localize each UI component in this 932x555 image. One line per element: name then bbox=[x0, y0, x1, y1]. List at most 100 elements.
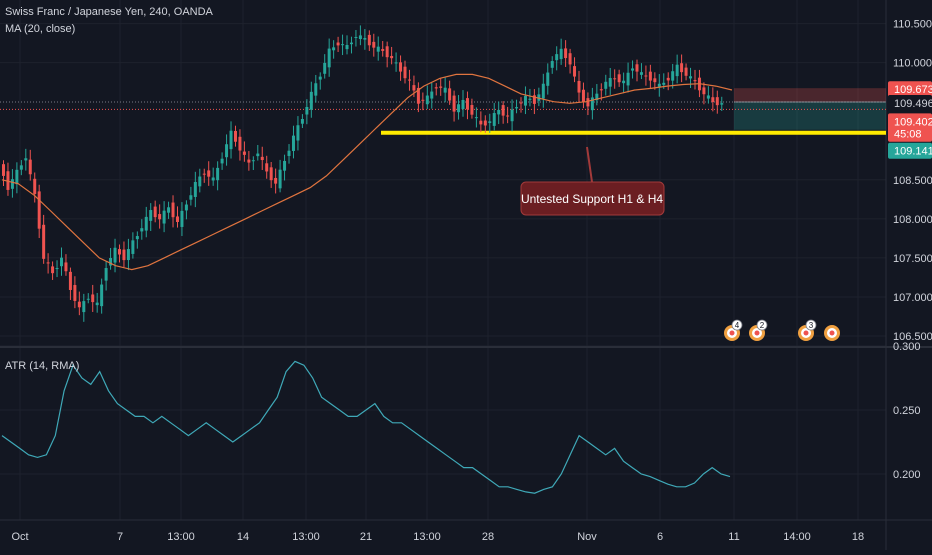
candle-body bbox=[37, 191, 41, 229]
candle-body bbox=[251, 160, 255, 162]
candle-body bbox=[113, 247, 117, 263]
candle-body bbox=[229, 130, 233, 150]
candle-body bbox=[33, 178, 37, 194]
candle-body bbox=[635, 64, 639, 72]
event-marker-count: 2 bbox=[760, 321, 765, 330]
candle-body bbox=[564, 48, 568, 59]
candle-body bbox=[675, 64, 679, 77]
price-badge-label: 109.141 bbox=[894, 146, 932, 158]
candle-body bbox=[55, 268, 59, 270]
candle-body bbox=[10, 179, 14, 189]
candle-body bbox=[144, 216, 148, 231]
candle-body bbox=[448, 88, 452, 101]
candle-body bbox=[506, 115, 510, 117]
candle-body bbox=[291, 135, 295, 151]
candle-body bbox=[167, 207, 171, 213]
candle-body bbox=[586, 98, 590, 107]
annotation-callout: Untested Support H1 & H4 bbox=[520, 146, 665, 216]
candle-body bbox=[336, 42, 340, 46]
candle-body bbox=[425, 95, 429, 105]
candle-body bbox=[657, 83, 661, 87]
atr-legend: ATR (14, RMA) bbox=[5, 360, 80, 372]
candle-body bbox=[412, 85, 416, 91]
candle-body bbox=[287, 150, 291, 156]
event-marker: 3 bbox=[798, 319, 817, 341]
event-marker-count-bg bbox=[805, 319, 817, 331]
time-axis-label: 7 bbox=[117, 531, 123, 543]
candle-body bbox=[385, 46, 389, 58]
price-badge-label: 109.496 bbox=[894, 98, 932, 110]
event-marker-count: 3 bbox=[809, 321, 814, 330]
candle-body bbox=[573, 66, 577, 77]
candle-body bbox=[91, 294, 95, 303]
candle-body bbox=[46, 262, 50, 264]
candle-body bbox=[399, 62, 403, 72]
candle-body bbox=[341, 44, 345, 46]
ma-line bbox=[1, 73, 733, 271]
candle-body bbox=[42, 224, 46, 259]
price-badge: 109.673 bbox=[888, 81, 932, 98]
price-axis-label: 106.500 bbox=[893, 331, 932, 343]
candle-body bbox=[631, 68, 635, 71]
stop-zone bbox=[734, 88, 886, 103]
candle-body bbox=[452, 95, 456, 112]
candle-body bbox=[24, 158, 28, 161]
candle-body bbox=[497, 109, 501, 115]
candle-body bbox=[523, 95, 527, 106]
candle-body bbox=[51, 266, 55, 274]
candle-body bbox=[104, 268, 108, 281]
candle-body bbox=[394, 62, 398, 64]
candle-body bbox=[300, 119, 304, 124]
candle-body bbox=[269, 167, 273, 181]
candle-body bbox=[153, 206, 157, 218]
candle-body bbox=[109, 257, 113, 266]
candle-body bbox=[349, 42, 353, 45]
time-axis-label: 18 bbox=[852, 531, 864, 543]
candle-body bbox=[711, 97, 715, 102]
candle-body bbox=[122, 249, 126, 261]
candle-body bbox=[332, 47, 336, 51]
event-marker-count-bg bbox=[731, 319, 743, 331]
candle-body bbox=[648, 71, 652, 81]
candle-body bbox=[595, 93, 599, 101]
time-axis-label: 14:00 bbox=[783, 531, 811, 543]
candle-body bbox=[367, 34, 371, 46]
candle-body bbox=[323, 62, 327, 74]
candle-body bbox=[577, 80, 581, 93]
time-axis-label: 11 bbox=[728, 531, 739, 543]
price-badge-bg bbox=[888, 95, 932, 112]
event-marker-dot bbox=[829, 330, 835, 336]
candle-body bbox=[488, 121, 492, 123]
candle-body bbox=[345, 45, 349, 50]
atr-axis-label: 0.300 bbox=[893, 341, 921, 353]
candle-body bbox=[73, 285, 77, 301]
candle-body bbox=[77, 301, 81, 308]
time-axis-label: Oct bbox=[11, 531, 28, 543]
candle-body bbox=[546, 72, 550, 86]
target-zone bbox=[734, 102, 886, 130]
candle-body bbox=[233, 130, 237, 142]
candle-body bbox=[465, 98, 469, 110]
candle-body bbox=[238, 136, 242, 151]
event-marker-dot bbox=[754, 330, 760, 336]
candle-body bbox=[198, 176, 202, 187]
price-badge-label: 109.673 bbox=[894, 84, 932, 96]
candle-body bbox=[430, 91, 434, 99]
candle-body bbox=[82, 301, 86, 313]
event-marker: 2 bbox=[749, 319, 768, 341]
candle-body bbox=[314, 83, 318, 96]
symbol-title: Swiss Franc / Japanese Yen, 240, OANDA bbox=[5, 6, 213, 18]
candle-body bbox=[242, 151, 246, 155]
candle-body bbox=[403, 66, 407, 79]
candle-body bbox=[256, 153, 260, 157]
callout-box bbox=[520, 181, 665, 216]
candle-body bbox=[706, 95, 710, 99]
event-marker: 4 bbox=[724, 319, 743, 341]
candle-body bbox=[715, 97, 719, 106]
candle-body bbox=[474, 117, 478, 119]
candle-body bbox=[64, 262, 68, 272]
event-marker-dot bbox=[729, 330, 735, 336]
